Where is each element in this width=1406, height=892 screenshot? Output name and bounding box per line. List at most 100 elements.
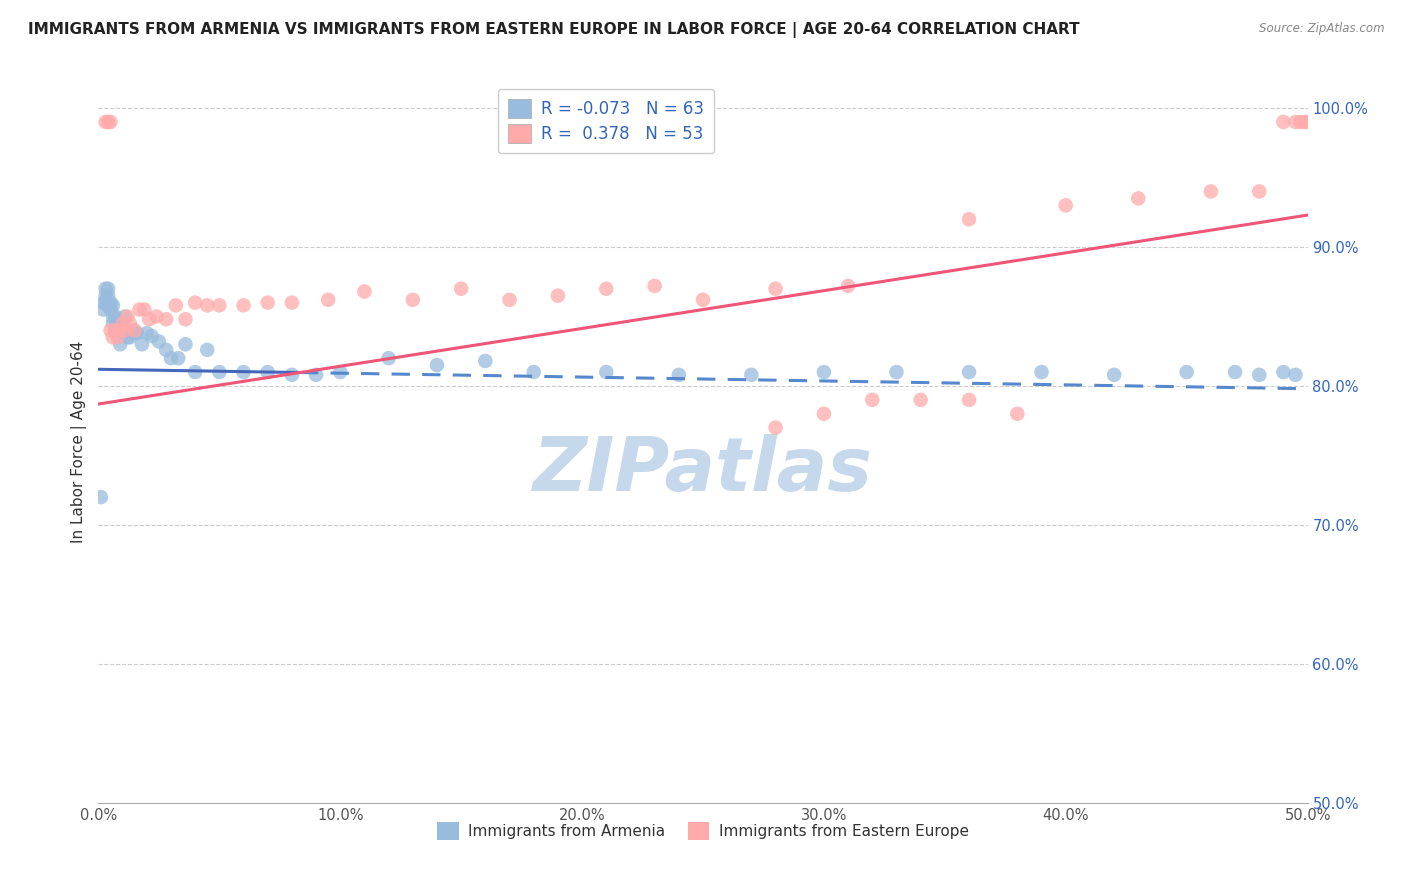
Point [101, 317, 124, 331]
Point [353, 285, 375, 299]
Point [111, 317, 134, 331]
Point [1054, 198, 1077, 212]
Point [547, 288, 569, 302]
Point [1199, 185, 1222, 199]
Point [195, 343, 218, 357]
Point [94, 282, 117, 296]
Point [1249, 368, 1271, 382]
Point [184, 295, 207, 310]
Point [104, 323, 127, 337]
Point [329, 365, 352, 379]
Point [174, 337, 197, 351]
Point [145, 310, 167, 324]
Point [114, 310, 136, 324]
Y-axis label: In Labor Force | Age 20-64: In Labor Force | Age 20-64 [72, 341, 87, 542]
Point [101, 298, 124, 312]
Point [100, 323, 122, 337]
Point [101, 310, 124, 324]
Point [474, 354, 496, 368]
Point [118, 330, 141, 344]
Point [128, 302, 150, 317]
Point [837, 279, 859, 293]
Point [107, 317, 129, 331]
Point [94, 288, 117, 302]
Point [148, 334, 170, 349]
Point [117, 330, 139, 344]
Point [523, 365, 546, 379]
Point [155, 343, 177, 357]
Point [208, 365, 231, 379]
Point [1284, 115, 1306, 129]
Point [108, 323, 131, 337]
Point [90, 490, 112, 504]
Point [165, 298, 187, 312]
Text: Source: ZipAtlas.com: Source: ZipAtlas.com [1260, 22, 1385, 36]
Point [765, 282, 787, 296]
Point [195, 298, 218, 312]
Point [595, 365, 617, 379]
Point [141, 329, 163, 343]
Point [886, 365, 908, 379]
Point [256, 295, 278, 310]
Point [957, 365, 980, 379]
Point [97, 282, 120, 296]
Point [860, 392, 883, 407]
Point [668, 368, 690, 382]
Point [316, 293, 339, 307]
Point [813, 407, 835, 421]
Point [100, 115, 122, 129]
Point [305, 368, 328, 382]
Point [108, 323, 131, 337]
Point [108, 337, 131, 351]
Point [104, 323, 127, 337]
Point [100, 302, 122, 317]
Point [121, 323, 143, 337]
Point [813, 365, 835, 379]
Point [97, 115, 120, 129]
Point [1284, 368, 1306, 382]
Point [94, 295, 117, 310]
Text: IMMIGRANTS FROM ARMENIA VS IMMIGRANTS FROM EASTERN EUROPE IN LABOR FORCE | AGE 2: IMMIGRANTS FROM ARMENIA VS IMMIGRANTS FR… [28, 22, 1080, 38]
Point [101, 330, 124, 344]
Point [107, 330, 129, 344]
Point [124, 323, 146, 337]
Point [595, 282, 617, 296]
Point [1175, 365, 1198, 379]
Point [1289, 115, 1312, 129]
Point [1296, 115, 1319, 129]
Point [124, 326, 146, 341]
Point [94, 115, 117, 129]
Point [644, 279, 666, 293]
Point [765, 420, 787, 434]
Point [1272, 115, 1295, 129]
Point [208, 298, 231, 312]
Point [402, 293, 425, 307]
Point [131, 337, 153, 351]
Point [1102, 368, 1125, 382]
Point [1223, 365, 1246, 379]
Point [111, 326, 134, 341]
Point [160, 351, 183, 366]
Point [957, 212, 980, 227]
Point [104, 312, 127, 326]
Point [135, 326, 157, 341]
Point [100, 295, 122, 310]
Point [155, 312, 177, 326]
Point [107, 323, 129, 337]
Point [232, 365, 254, 379]
Point [118, 317, 141, 331]
Point [97, 298, 120, 312]
Point [91, 302, 114, 317]
Point [111, 323, 134, 337]
Point [97, 288, 120, 302]
Point [910, 392, 932, 407]
Point [1128, 191, 1150, 205]
Point [91, 295, 114, 310]
Point [114, 323, 136, 337]
Point [232, 298, 254, 312]
Point [957, 392, 980, 407]
Point [174, 312, 197, 326]
Point [281, 295, 304, 310]
Legend: Immigrants from Armenia, Immigrants from Eastern Europe: Immigrants from Armenia, Immigrants from… [432, 816, 974, 846]
Point [692, 293, 714, 307]
